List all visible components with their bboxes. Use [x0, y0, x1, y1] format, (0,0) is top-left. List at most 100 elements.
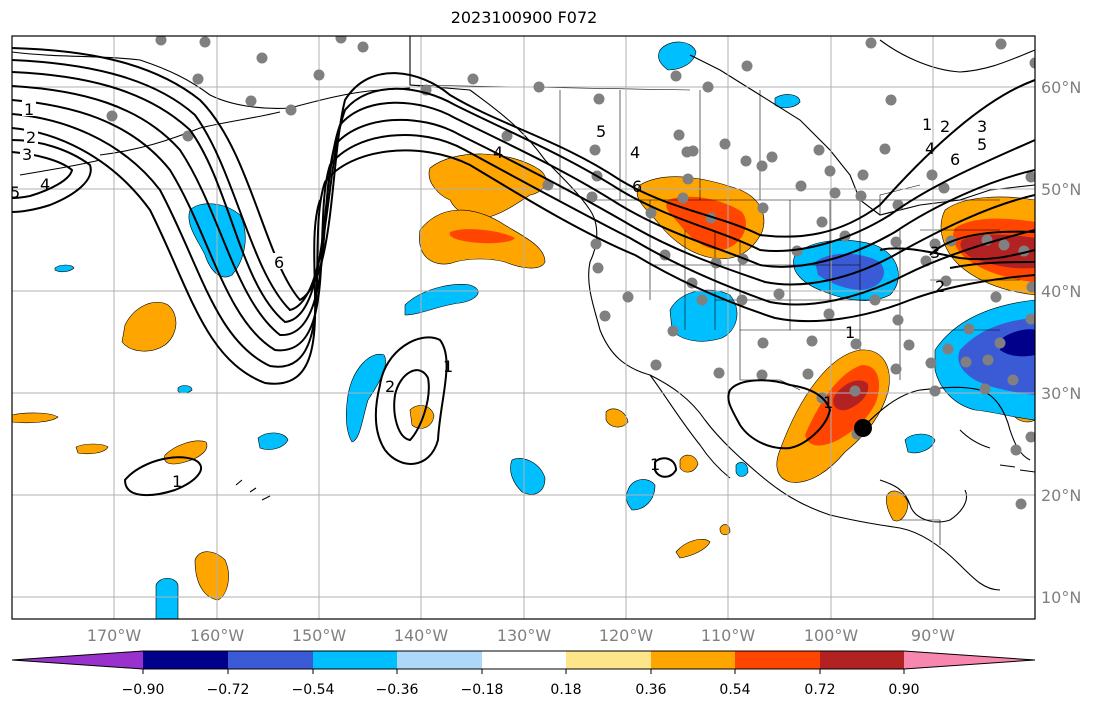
- contour-label: 1: [172, 472, 182, 491]
- contour-label: 5: [596, 122, 606, 141]
- coastline: [409, 36, 1001, 591]
- colorbar-ticks: [142, 669, 905, 674]
- longitude-labels: 170°W 160°W 150°W 140°W 130°W 120°W 110°…: [87, 626, 955, 645]
- colorbar-label: −0.72: [207, 682, 250, 698]
- map-frame: [11, 35, 1036, 620]
- coastline: [19, 159, 101, 176]
- coastline: [879, 39, 1035, 73]
- lat-label: 60°N: [1041, 78, 1081, 97]
- contour-line: [123, 456, 203, 497]
- negative-region: [404, 284, 479, 316]
- contour-line: [12, 85, 1035, 337]
- negative-region: [510, 458, 546, 495]
- coastline: [959, 429, 1035, 473]
- positive-region: [121, 302, 177, 352]
- positive-region: [666, 196, 746, 250]
- positive-region: [75, 443, 109, 455]
- negative-region: [904, 433, 936, 454]
- lat-label: 30°N: [1041, 384, 1081, 403]
- map-layers: 1 2 3 4 5 6 1 2 1 1 4 5 4 6 1 1 1 2 3 4 …: [10, 36, 1035, 619]
- coastline: [12, 51, 411, 109]
- feature-marker: [854, 419, 872, 437]
- lon-label: 160°W: [190, 626, 245, 645]
- lat-label: 10°N: [1041, 588, 1081, 607]
- positive-region: [679, 454, 699, 473]
- map-title: 2023100900 F072: [450, 8, 598, 27]
- colorbar-swatch: [397, 651, 482, 669]
- contour-label: 4: [493, 143, 503, 162]
- colorbar-label: 0.72: [804, 682, 835, 698]
- contour-label: 2: [940, 117, 950, 136]
- positive-region: [12, 412, 59, 424]
- contour-line: [929, 230, 1035, 256]
- positive-region: [675, 539, 711, 559]
- negative-region: [155, 577, 179, 619]
- colorbar: −0.90 −0.72 −0.54 −0.36 −0.18 0.18 0.36 …: [11, 650, 1036, 698]
- coastline: [99, 111, 281, 156]
- contour-line: [949, 261, 1035, 269]
- contour-label: 2: [935, 277, 945, 296]
- lat-label: 20°N: [1041, 486, 1081, 505]
- colorbar-swatch: [482, 651, 566, 669]
- colorbar-label: 0.90: [888, 682, 919, 698]
- colorbar-swatch: [143, 651, 228, 669]
- contour-line: [12, 99, 1035, 352]
- contour-label: 4: [40, 175, 50, 194]
- lon-label: 130°W: [497, 626, 552, 645]
- positive-region: [886, 490, 909, 522]
- negative-region: [658, 41, 697, 71]
- contour-line: [654, 457, 678, 478]
- colorbar-label: −0.18: [461, 682, 504, 698]
- contour-label: 4: [925, 139, 935, 158]
- lat-label: 40°N: [1041, 282, 1081, 301]
- colorbar-swatch: [566, 651, 651, 669]
- contour-label: 5: [977, 135, 987, 154]
- contour-label: 1: [24, 100, 34, 119]
- coastline: [689, 54, 1035, 216]
- contour-line: [393, 369, 430, 442]
- coastlines: [12, 36, 1035, 591]
- contour-line: [12, 151, 74, 199]
- contour-line: [12, 59, 1035, 312]
- contour-label: 1: [922, 115, 932, 134]
- border-line: [879, 184, 921, 215]
- negative-region: [177, 385, 193, 394]
- lat-label: 50°N: [1041, 180, 1081, 199]
- lon-label: 110°W: [701, 626, 756, 645]
- contour-line: [374, 336, 448, 465]
- colorbar-swatch: [228, 651, 313, 669]
- colorbar-swatch: [313, 651, 397, 669]
- contour-label: 1: [443, 357, 453, 376]
- positive-region: [605, 408, 629, 428]
- contour-label: 3: [977, 117, 987, 136]
- negative-region: [735, 462, 749, 477]
- contour-label: 2: [26, 128, 36, 147]
- colorbar-swatch: [651, 651, 735, 669]
- negative-region: [1000, 329, 1035, 357]
- colorbar-label: −0.54: [292, 682, 335, 698]
- negative-region: [346, 353, 386, 443]
- contour-label: 6: [632, 177, 642, 196]
- contour-label: 3: [22, 145, 32, 164]
- contour-label: 3: [930, 243, 940, 262]
- contour-label: 1: [650, 455, 660, 474]
- lon-label: 120°W: [599, 626, 654, 645]
- border-line: [900, 519, 941, 545]
- contour-label: 1: [823, 393, 833, 412]
- contour-label: 5: [10, 183, 20, 202]
- height-contours: [12, 47, 1035, 497]
- positive-region: [194, 551, 229, 601]
- negative-region: [815, 253, 884, 290]
- contour-line: [12, 71, 1035, 324]
- contour-label: 1: [845, 323, 855, 342]
- contour-labels: 1 2 3 4 5 6 1 2 1 1 4 5 4 6 1 1 1 2 3 4 …: [10, 100, 987, 491]
- contour-line: [12, 127, 321, 385]
- negative-region: [257, 432, 289, 450]
- colorbar-label: 0.54: [719, 682, 750, 698]
- colorbar-swatch: [735, 651, 820, 669]
- contour-label: 2: [385, 377, 395, 396]
- latitude-labels: 60°N 50°N 40°N 30°N 20°N 10°N: [1041, 78, 1081, 607]
- positive-region: [449, 229, 515, 244]
- coastline: [649, 374, 731, 479]
